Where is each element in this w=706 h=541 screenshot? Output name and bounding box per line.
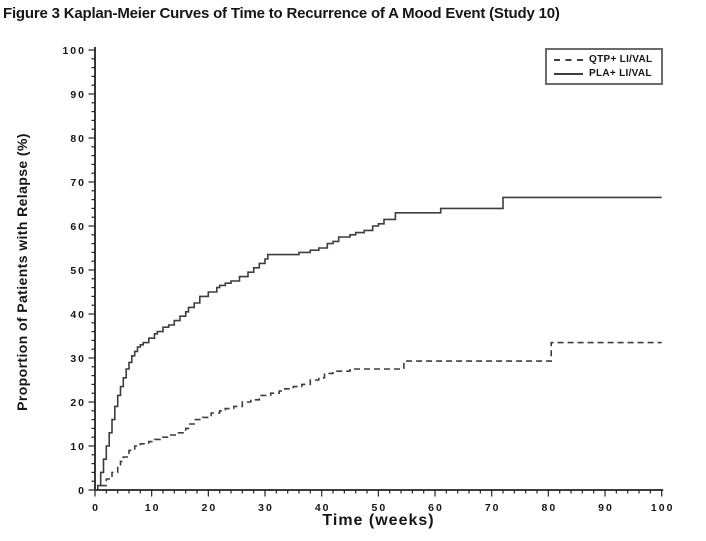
x-axis-tick-label: 20 <box>201 502 217 514</box>
y-axis-tick-label: 20 <box>70 397 86 409</box>
axis-ticks <box>88 49 663 497</box>
x-axis-tick-label: 60 <box>428 502 444 514</box>
x-axis-tick-label: 50 <box>372 502 388 514</box>
y-axis-tick-label: 0 <box>78 485 86 497</box>
x-axis-tick-label: 30 <box>258 502 274 514</box>
y-axis-tick-label: 70 <box>70 177 86 189</box>
legend-entry-pla: PLA+ LI/VAL <box>554 68 655 79</box>
legend: QTP+ LI/VAL PLA+ LI/VAL <box>545 48 663 85</box>
axis-tick-labels: 0 10 20 30 40 50 60 70 80 90 100 0 10 20 30 40 50 60 70 80 9… <box>62 45 675 514</box>
legend-entry-qtp: QTP+ LI/VAL <box>554 54 655 65</box>
dashed-line-icon <box>554 58 583 61</box>
y-axis-tick-label: 40 <box>70 309 86 321</box>
y-axis-tick-label: 50 <box>70 265 86 277</box>
x-axis-tick-label: 90 <box>598 502 614 514</box>
x-axis-tick-label: 10 <box>145 502 161 514</box>
x-axis-tick-label: 80 <box>542 502 558 514</box>
y-axis-tick-label: 80 <box>70 133 86 145</box>
y-axis-title: Proportion of Patients with Relapse (%) <box>14 133 30 411</box>
x-axis-title: Time (weeks) <box>322 512 435 529</box>
legend-label: QTP+ LI/VAL <box>589 54 653 65</box>
legend-label: PLA+ LI/VAL <box>589 68 652 79</box>
x-axis-tick-label: 100 <box>651 502 675 514</box>
x-axis-tick-label: 70 <box>485 502 501 514</box>
y-axis-tick-label: 30 <box>70 353 86 365</box>
km-curve-pla <box>95 196 662 491</box>
axes <box>94 47 664 491</box>
x-axis-tick-label: 0 <box>92 502 100 514</box>
y-axis-tick-label: 90 <box>70 89 86 101</box>
axis-lines <box>94 47 664 491</box>
y-axis-tick-label: 60 <box>70 221 86 233</box>
y-axis-tick-label: 10 <box>70 441 86 453</box>
y-axis-tick-label: 100 <box>62 45 86 57</box>
km-curves <box>95 196 662 491</box>
x-axis-tick-label: 40 <box>315 502 331 514</box>
km-curve-qtp <box>95 341 662 491</box>
solid-line-icon <box>554 72 583 75</box>
figure-title: Figure 3 Kaplan-Meier Curves of Time to … <box>3 5 560 22</box>
